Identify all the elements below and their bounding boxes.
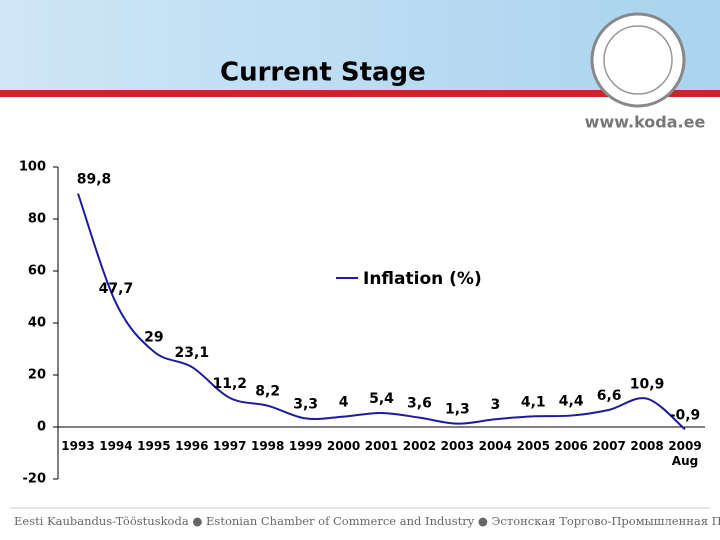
x-tick-label: 1994: [99, 439, 133, 453]
x-tick-label: 2008: [630, 439, 664, 453]
data-label: 89,8: [77, 172, 112, 188]
logo-ring: [603, 25, 673, 95]
data-label: 3,3: [293, 396, 318, 412]
x-tick-label: 1997: [213, 439, 247, 453]
data-label: 1,3: [445, 402, 470, 418]
data-label: -0,9: [670, 407, 701, 423]
data-label: 5,4: [369, 391, 394, 407]
data-label: 29: [144, 330, 163, 346]
x-tick-label: 2005: [516, 439, 550, 453]
x-tick-label: 2002: [402, 439, 437, 453]
title: Current Stage: [220, 58, 426, 88]
data-label: 4,4: [559, 394, 584, 410]
data-label: 11,2: [212, 376, 247, 392]
legend-label: Inflation (%): [363, 269, 482, 289]
data-label: 3,6: [407, 396, 432, 412]
data-label: 4,1: [521, 394, 546, 410]
y-tick-label: -20: [23, 472, 47, 487]
x-tick-label: 2009 Aug: [668, 439, 702, 468]
red-band: [0, 90, 720, 97]
x-tick-label: 2003: [440, 439, 475, 453]
logo: [590, 12, 686, 108]
x-tick-label: 2007: [592, 439, 626, 453]
data-label: 10,9: [630, 377, 665, 393]
data-label: 23,1: [175, 345, 210, 361]
footer: Eesti Kaubandus-Tööstuskoda ● Estonian C…: [14, 514, 720, 528]
data-label: 47,7: [99, 281, 134, 297]
x-tick-label: 2006: [554, 439, 588, 453]
data-label: 3: [490, 397, 500, 413]
x-tick-label: 1993: [61, 439, 95, 453]
y-tick-label: 60: [28, 264, 46, 279]
line: [77, 193, 686, 431]
y-tick-label: 100: [19, 160, 46, 175]
data-label: 8,2: [255, 384, 280, 400]
data-label: 4: [339, 395, 349, 411]
x-tick-label: 2004: [478, 439, 513, 453]
data-label: 6,6: [597, 388, 622, 404]
x-tick-label: 2000: [326, 439, 361, 453]
x-tick-label: 2001: [364, 439, 399, 453]
x-tick-label: 1996: [175, 439, 209, 453]
y-tick-label: 80: [28, 212, 46, 227]
url: www.koda.ee: [585, 113, 706, 132]
x-tick-label: 1998: [250, 439, 285, 453]
x-tick-label: 1995: [137, 439, 171, 453]
y-tick-label: 0: [37, 420, 46, 435]
y-tick-label: 40: [28, 316, 46, 331]
x-tick-label: 1999: [288, 439, 323, 453]
y-tick-label: 20: [28, 368, 46, 383]
